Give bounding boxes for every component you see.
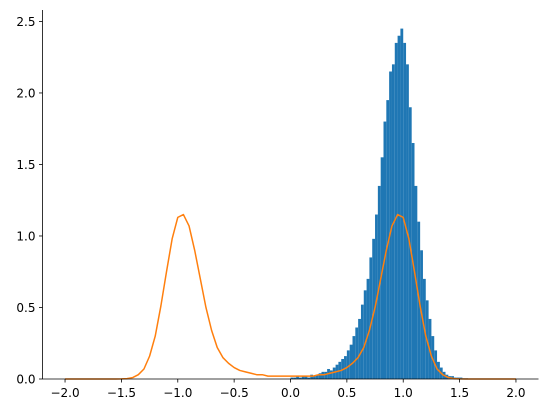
histogram-bar [301,376,305,379]
y-tick-label: 0.5 [16,301,35,315]
histogram-bar [293,377,297,379]
x-tick-label: −1.5 [107,386,136,400]
x-tick-label: 1.0 [394,386,413,400]
histogram-bar [290,377,294,379]
histogram-bar [358,318,361,379]
histogram-bar [389,71,392,379]
histogram-bar [394,42,398,379]
histogram-bar [386,100,390,380]
x-tick-label: 0.0 [281,386,300,400]
histogram-bar [349,344,353,379]
histogram-bar [397,35,401,379]
x-tick-label: 0.5 [337,386,356,400]
histogram-bar [366,278,370,379]
y-tick-label: 1.0 [16,229,35,243]
histogram-bar [304,376,308,379]
x-tick-label: −2.0 [50,386,79,400]
histogram-bar [355,327,359,379]
histogram-bar [360,304,364,379]
histogram-bar [369,257,373,379]
histogram-bar [363,290,367,379]
histogram-bar [307,377,311,379]
histogram-bar [403,42,407,379]
histogram-bar [352,336,356,379]
histogram-bar [329,370,333,379]
histogram-bar [332,367,336,379]
y-tick-label: 1.5 [16,158,35,172]
x-tick-label: 1.5 [450,386,469,400]
histogram-bar [324,371,328,379]
y-tick-label: 0.0 [16,373,35,387]
histogram-bar [400,28,404,380]
y-tick-label: 2.5 [16,15,35,29]
histogram-bar [346,350,350,379]
histogram-bar [298,377,302,379]
histogram-bar [372,238,376,379]
histogram-bar [296,376,299,379]
histogram-bar [315,374,319,379]
y-tick-label: 2.0 [16,86,35,100]
histogram-bar [383,121,387,379]
x-tick-label: −1.0 [163,386,192,400]
x-tick-label: −0.5 [220,386,249,400]
histogram-bar [318,373,322,379]
histogram-bar [406,64,409,379]
line [65,213,516,380]
histogram-bar [313,376,316,379]
x-tick-label: 2.0 [506,386,525,400]
